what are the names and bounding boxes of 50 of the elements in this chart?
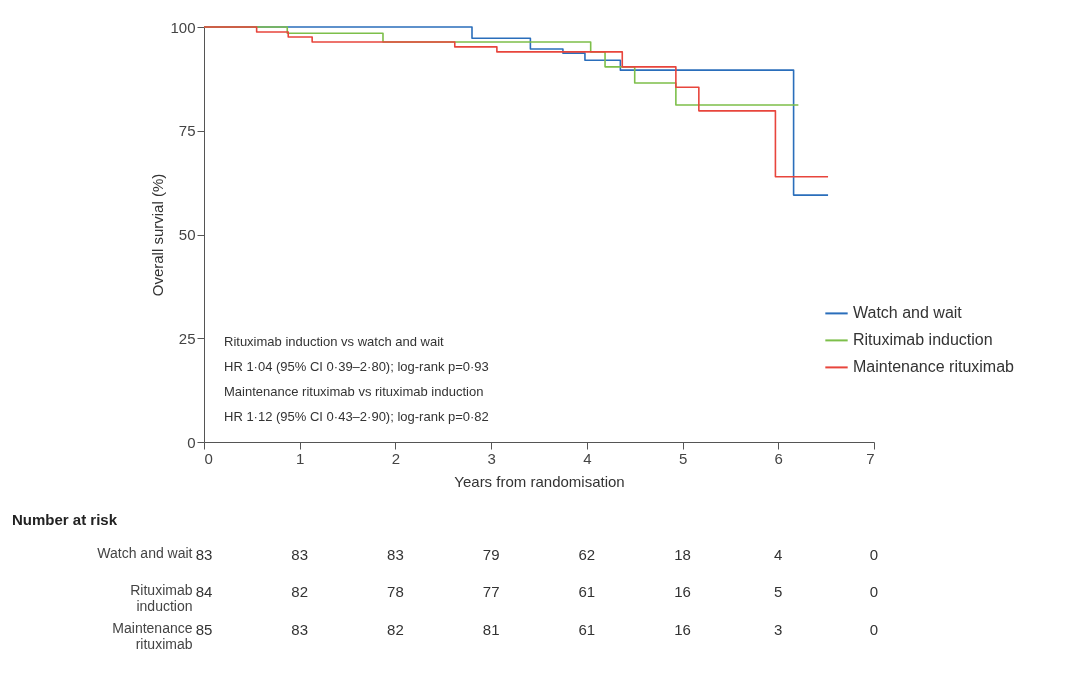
data-label: 0 [869,583,879,600]
data-label: 83 [291,545,309,563]
y-tick-label: 50 [178,226,196,243]
data-label: 4 [774,545,783,563]
x-tick-label: 7 [866,449,875,467]
x-tick-label: 3 [487,449,496,467]
data-label: 18 [674,545,691,563]
y-tick-label: 0 [187,433,196,451]
data-label: 0 [869,545,879,563]
chart-title: Number at risk [12,511,118,528]
y-axis-title: Overall survial (%) [149,173,167,297]
data-label: 82 [387,620,404,638]
data-label: 83 [195,545,213,563]
annotation: HR 1·04 (95% CI 0·39–2·80); log-rank p=0·93 [224,359,489,374]
y-tick-label: 75 [178,122,196,140]
x-tick-label: 2 [391,449,401,467]
data-label: 79 [482,545,500,563]
data-label: 85 [195,620,213,638]
x-tick-label: 1 [296,449,305,467]
data-label: 83 [387,545,404,563]
y-tick-label: 25 [178,329,196,347]
annotation: Rituximab induction vs watch and wait [224,334,445,349]
y-tick-label: Maintenance rituximab [112,619,193,652]
data-label: 62 [578,545,596,563]
data-label: 82 [291,583,309,600]
legend-label: Watch and wait [853,304,963,322]
y-tick-label: 100 [170,18,196,36]
data-label: 61 [578,620,596,638]
x-tick-label: 5 [678,449,688,467]
data-label: 81 [482,620,500,638]
legend-label: Maintenance rituximab [853,358,1015,376]
data-label: 84 [195,583,213,600]
annotation: HR 1·12 (95% CI 0·43–2·90); log-rank p=0·82 [224,409,489,424]
data-label: 78 [387,583,404,600]
data-label: 77 [482,583,500,600]
data-label: 61 [578,583,596,600]
data-label: 16 [674,620,691,638]
x-tick-label: 0 [204,449,213,467]
x-tick-label: 6 [774,449,783,467]
x-axis-title: Years from randomisation [454,472,625,490]
x-tick-label: 4 [583,449,592,467]
data-label: 0 [869,620,879,638]
data-label: 3 [774,620,783,638]
data-label: 16 [674,583,691,600]
data-label: 83 [291,620,309,638]
y-tick-label: Watch and wait [97,544,193,561]
data-label: 5 [774,583,783,600]
y-tick-label: Rituximab induction [130,582,193,614]
legend-label: Rituximab induction [853,331,993,349]
annotation: Maintenance rituximab vs rituximab induction [224,384,484,399]
